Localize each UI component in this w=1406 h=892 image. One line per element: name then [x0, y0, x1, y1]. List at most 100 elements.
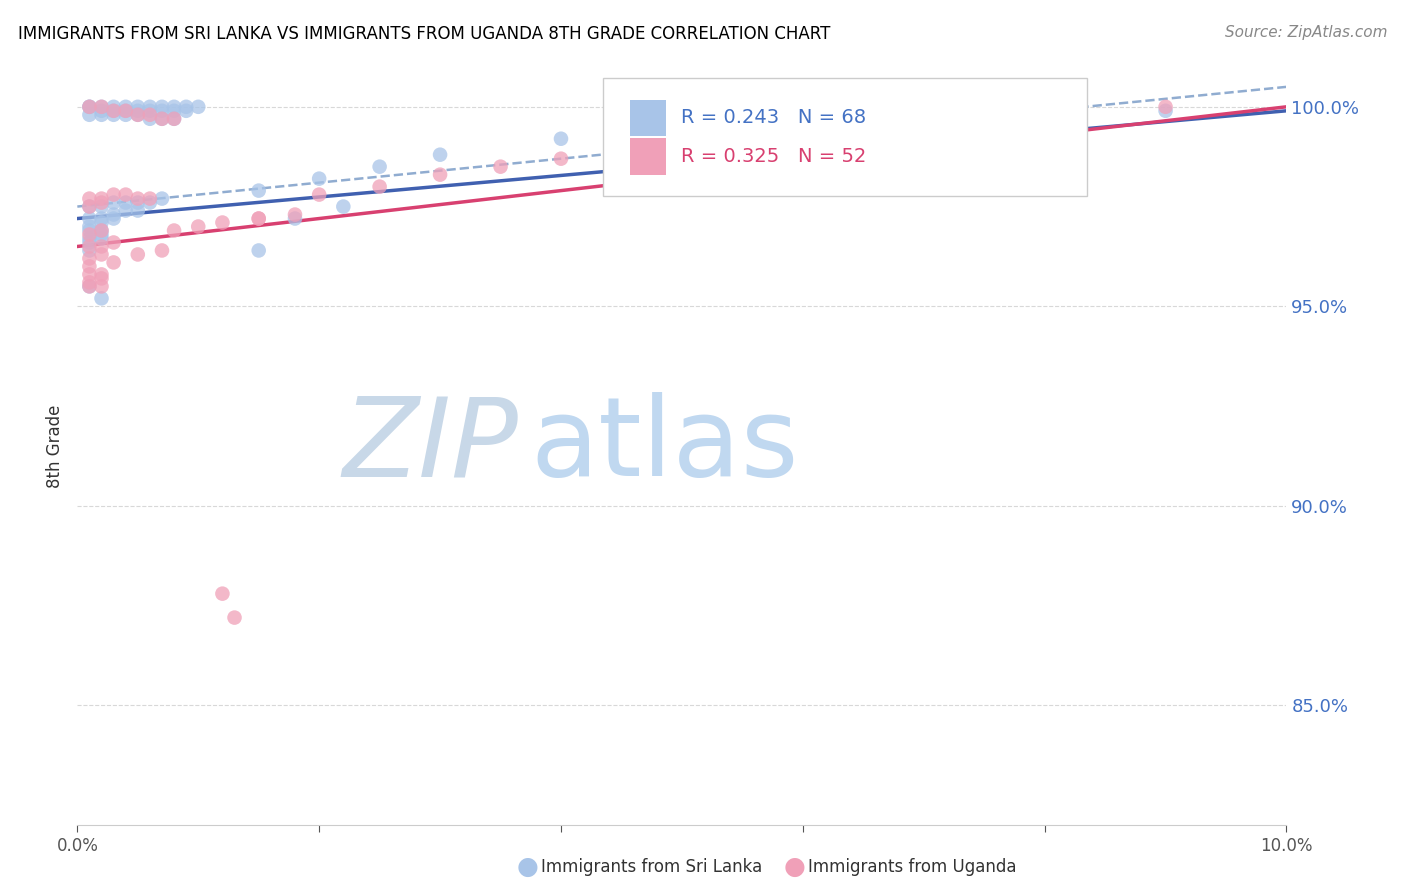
Point: [79, 279, 101, 293]
Point: [163, 103, 186, 118]
Point: [114, 203, 136, 218]
Point: [332, 200, 354, 214]
Point: [114, 108, 136, 122]
Text: Immigrants from Uganda: Immigrants from Uganda: [808, 858, 1017, 876]
Point: [284, 208, 307, 222]
Point: [550, 152, 572, 166]
Point: [127, 108, 149, 122]
Point: [139, 100, 162, 114]
Point: [79, 244, 101, 258]
Point: [103, 187, 125, 202]
Point: [90, 108, 112, 122]
Point: [211, 215, 233, 229]
Point: [90, 291, 112, 305]
Point: [90, 211, 112, 226]
Point: [139, 192, 162, 206]
Point: [114, 103, 136, 118]
Point: [308, 171, 330, 186]
Point: [90, 227, 112, 242]
Point: [103, 108, 125, 122]
Point: [90, 100, 112, 114]
Point: [103, 103, 125, 118]
Point: [79, 211, 101, 226]
Text: R = 0.325   N = 52: R = 0.325 N = 52: [681, 147, 866, 166]
Point: [150, 192, 173, 206]
Point: [163, 223, 186, 237]
Y-axis label: 8th Grade: 8th Grade: [46, 404, 65, 488]
Point: [79, 235, 101, 250]
Point: [103, 235, 125, 250]
Point: [79, 100, 101, 114]
Point: [90, 223, 112, 237]
Point: [114, 195, 136, 210]
Point: [247, 244, 270, 258]
Point: [550, 132, 572, 146]
Point: [127, 192, 149, 206]
Point: [429, 147, 451, 161]
Point: [150, 112, 173, 126]
Point: [174, 103, 197, 118]
Point: [103, 195, 125, 210]
Text: Immigrants from Sri Lanka: Immigrants from Sri Lanka: [541, 858, 762, 876]
FancyBboxPatch shape: [630, 100, 666, 136]
Point: [187, 100, 209, 114]
Point: [127, 100, 149, 114]
Point: [127, 195, 149, 210]
Point: [127, 203, 149, 218]
Point: [792, 112, 814, 126]
Point: [90, 231, 112, 245]
Point: [79, 200, 101, 214]
Point: [211, 587, 233, 601]
Text: R = 0.243   N = 68: R = 0.243 N = 68: [681, 108, 866, 128]
Point: [90, 103, 112, 118]
Point: [79, 100, 101, 114]
Point: [1154, 100, 1177, 114]
Point: [79, 100, 101, 114]
Point: [114, 187, 136, 202]
Point: [163, 100, 186, 114]
Point: [90, 200, 112, 214]
Point: [150, 112, 173, 126]
Point: [79, 200, 101, 214]
Point: [127, 108, 149, 122]
Point: [247, 211, 270, 226]
Point: [90, 268, 112, 282]
Point: [79, 268, 101, 282]
Point: [139, 195, 162, 210]
Point: [90, 195, 112, 210]
Point: [150, 103, 173, 118]
Point: [429, 168, 451, 182]
Point: [174, 100, 197, 114]
Point: [284, 211, 307, 226]
Point: [224, 610, 246, 624]
Point: [114, 103, 136, 118]
Point: [90, 239, 112, 253]
Point: [671, 124, 693, 138]
Point: [79, 227, 101, 242]
Point: [90, 223, 112, 237]
Point: [368, 179, 391, 194]
FancyBboxPatch shape: [630, 138, 666, 175]
Point: [139, 112, 162, 126]
Point: [79, 231, 101, 245]
Point: [103, 208, 125, 222]
Point: [79, 252, 101, 266]
Point: [90, 100, 112, 114]
Point: [103, 100, 125, 114]
Text: ●: ●: [516, 855, 538, 879]
FancyBboxPatch shape: [603, 78, 1087, 196]
Point: [139, 108, 162, 122]
Point: [489, 160, 512, 174]
Text: IMMIGRANTS FROM SRI LANKA VS IMMIGRANTS FROM UGANDA 8TH GRADE CORRELATION CHART: IMMIGRANTS FROM SRI LANKA VS IMMIGRANTS …: [18, 25, 831, 43]
Point: [90, 279, 112, 293]
Point: [103, 211, 125, 226]
Point: [79, 260, 101, 274]
Point: [163, 112, 186, 126]
Point: [163, 112, 186, 126]
Point: [79, 223, 101, 237]
Point: [139, 103, 162, 118]
Point: [247, 184, 270, 198]
Point: [1154, 103, 1177, 118]
Point: [852, 179, 875, 194]
Point: [368, 160, 391, 174]
